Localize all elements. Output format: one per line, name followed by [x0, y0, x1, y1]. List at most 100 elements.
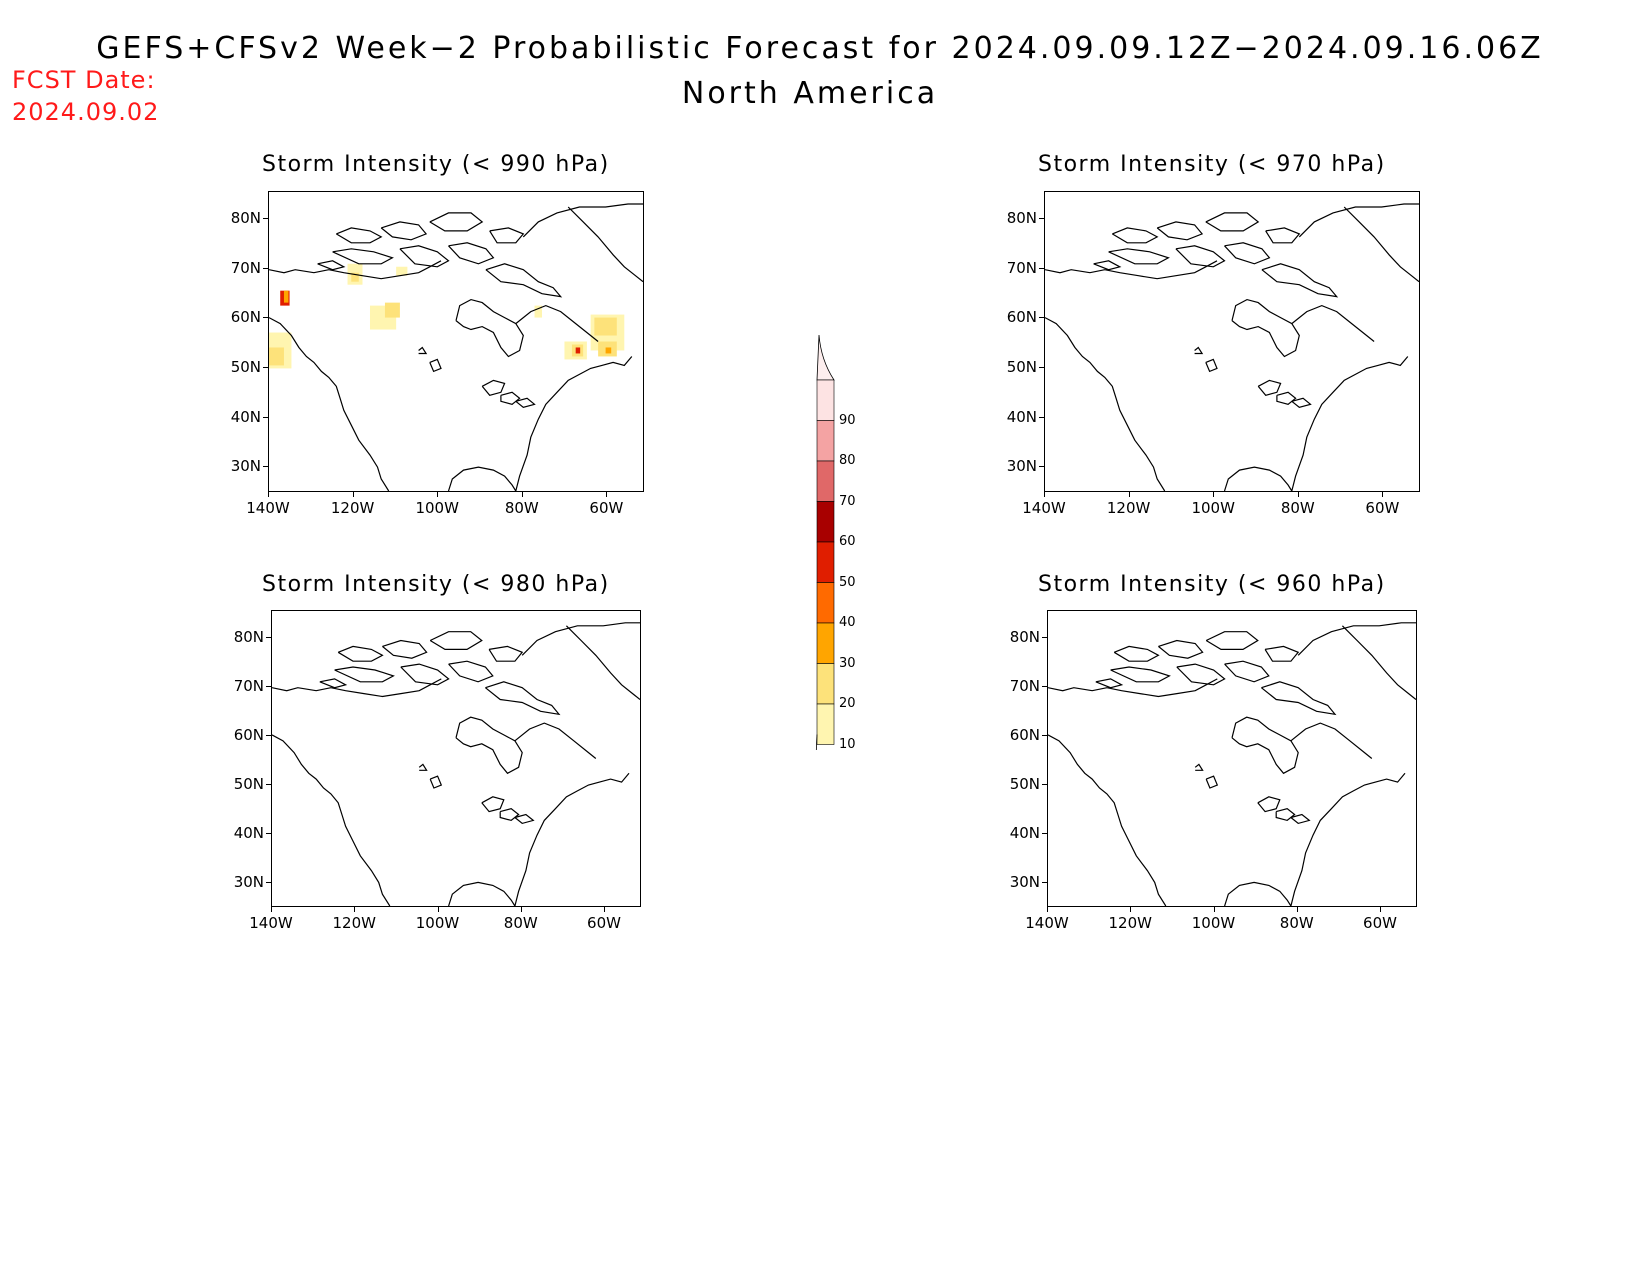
- coastline: [1095, 678, 1124, 689]
- panel-title-960: Storm Intensity (< 960 hPa): [1038, 572, 1386, 597]
- coastline: [1257, 379, 1282, 396]
- coastline: [565, 625, 640, 700]
- lon-tick-label: 80W: [1280, 499, 1315, 517]
- coastline: [1205, 358, 1218, 373]
- axis-tick: [1039, 218, 1044, 220]
- axis-tick: [1128, 492, 1130, 497]
- coastline: [1045, 260, 1218, 280]
- axis-tick: [1039, 416, 1044, 418]
- map-svg: [1045, 203, 1419, 491]
- coastline: [382, 639, 428, 659]
- axis-tick: [606, 492, 608, 497]
- fcst-date-label: FCST Date:: [12, 66, 156, 94]
- coastline: [335, 227, 383, 244]
- colorbar-segment: [816, 420, 835, 462]
- axis-tick: [1039, 267, 1044, 269]
- lon-tick-label: 140W: [249, 914, 293, 932]
- colorbar-segment: [816, 460, 835, 502]
- coastline: [485, 263, 563, 298]
- colorbar-label: 60: [839, 534, 856, 549]
- coastline: [332, 248, 394, 265]
- axis-tick: [263, 218, 268, 220]
- colorbar-segment: [816, 703, 835, 745]
- coastline: [1158, 639, 1204, 659]
- lon-tick-label: 80W: [503, 914, 538, 932]
- lon-tick-label: 80W: [1279, 914, 1314, 932]
- coastline: [1264, 645, 1300, 662]
- coastline: [567, 206, 643, 283]
- coastline: [1156, 221, 1204, 241]
- coastline: [1261, 263, 1339, 298]
- lon-tick-label: 120W: [330, 499, 375, 517]
- probability-shading: [351, 272, 359, 282]
- coastline: [1291, 356, 1409, 491]
- colorbar-segment: [816, 622, 835, 664]
- lat-tick-label: 80N: [230, 209, 261, 228]
- axis-tick: [1296, 907, 1298, 912]
- lon-tick-label: 100W: [1191, 914, 1236, 932]
- coastline: [521, 622, 640, 656]
- axis-tick: [1039, 317, 1044, 319]
- axis-tick: [354, 907, 356, 912]
- panel-title-980: Storm Intensity (< 980 hPa): [262, 572, 610, 597]
- axis-tick: [1382, 492, 1384, 497]
- coastline: [514, 722, 597, 759]
- lat-tick-label: 50N: [230, 358, 261, 377]
- lon-tick-label: 100W: [415, 914, 460, 932]
- lon-tick-label: 60W: [1365, 499, 1400, 517]
- probability-shading: [269, 347, 284, 366]
- coastline: [1231, 716, 1299, 775]
- coastline: [1298, 203, 1419, 238]
- axis-tick: [1042, 783, 1047, 785]
- axis-tick: [521, 492, 523, 497]
- coastline: [1231, 298, 1300, 358]
- coastline: [481, 796, 505, 813]
- axis-tick: [263, 466, 268, 468]
- map-990hpa: [268, 191, 644, 492]
- coastline: [337, 645, 384, 662]
- lon-tick-label: 140W: [1022, 499, 1066, 517]
- axis-tick: [1213, 492, 1215, 497]
- colorbar: 90 80 70 60 50 40 30 20 10: [805, 334, 865, 785]
- axis-tick: [1042, 685, 1047, 687]
- axis-tick: [1213, 907, 1215, 912]
- panel-title-990: Storm Intensity (< 990 hPa): [262, 152, 610, 177]
- coastline: [1224, 660, 1270, 683]
- lat-tick-label: 50N: [233, 774, 264, 793]
- colorbar-label: 80: [839, 453, 856, 468]
- lon-tick-label: 100W: [415, 499, 459, 517]
- coastline: [448, 242, 495, 265]
- coastline: [447, 466, 517, 491]
- lat-tick-label: 60N: [1006, 308, 1037, 327]
- axis-tick: [266, 832, 271, 834]
- axis-tick: [1130, 907, 1132, 912]
- lat-tick-label: 70N: [230, 258, 261, 277]
- panel-title-970: Storm Intensity (< 970 hPa): [1038, 152, 1386, 177]
- map-970hpa: [1044, 191, 1420, 492]
- coastline: [522, 203, 643, 238]
- colorbar-segment: [816, 663, 835, 705]
- lat-tick-label: 70N: [233, 676, 264, 695]
- axis-tick: [1039, 466, 1044, 468]
- coastline: [1224, 242, 1271, 265]
- coastline: [418, 763, 428, 771]
- coastline: [1194, 346, 1204, 355]
- coastline: [418, 346, 428, 355]
- coastline: [1111, 227, 1159, 244]
- coastline: [1291, 397, 1312, 408]
- coastline: [1290, 813, 1311, 825]
- axis-tick: [604, 907, 605, 912]
- coastline: [269, 317, 390, 491]
- coastline: [1205, 775, 1219, 789]
- coastline: [1113, 645, 1160, 662]
- coastline: [1176, 663, 1226, 686]
- coastline: [1205, 212, 1260, 232]
- coastline: [488, 645, 524, 662]
- lon-tick-label: 60W: [587, 914, 621, 932]
- probability-shading: [594, 317, 617, 336]
- axis-tick: [266, 881, 271, 883]
- probability-shading: [534, 305, 543, 318]
- coastline: [319, 678, 348, 689]
- map-svg: [272, 622, 640, 906]
- coastline: [455, 716, 523, 775]
